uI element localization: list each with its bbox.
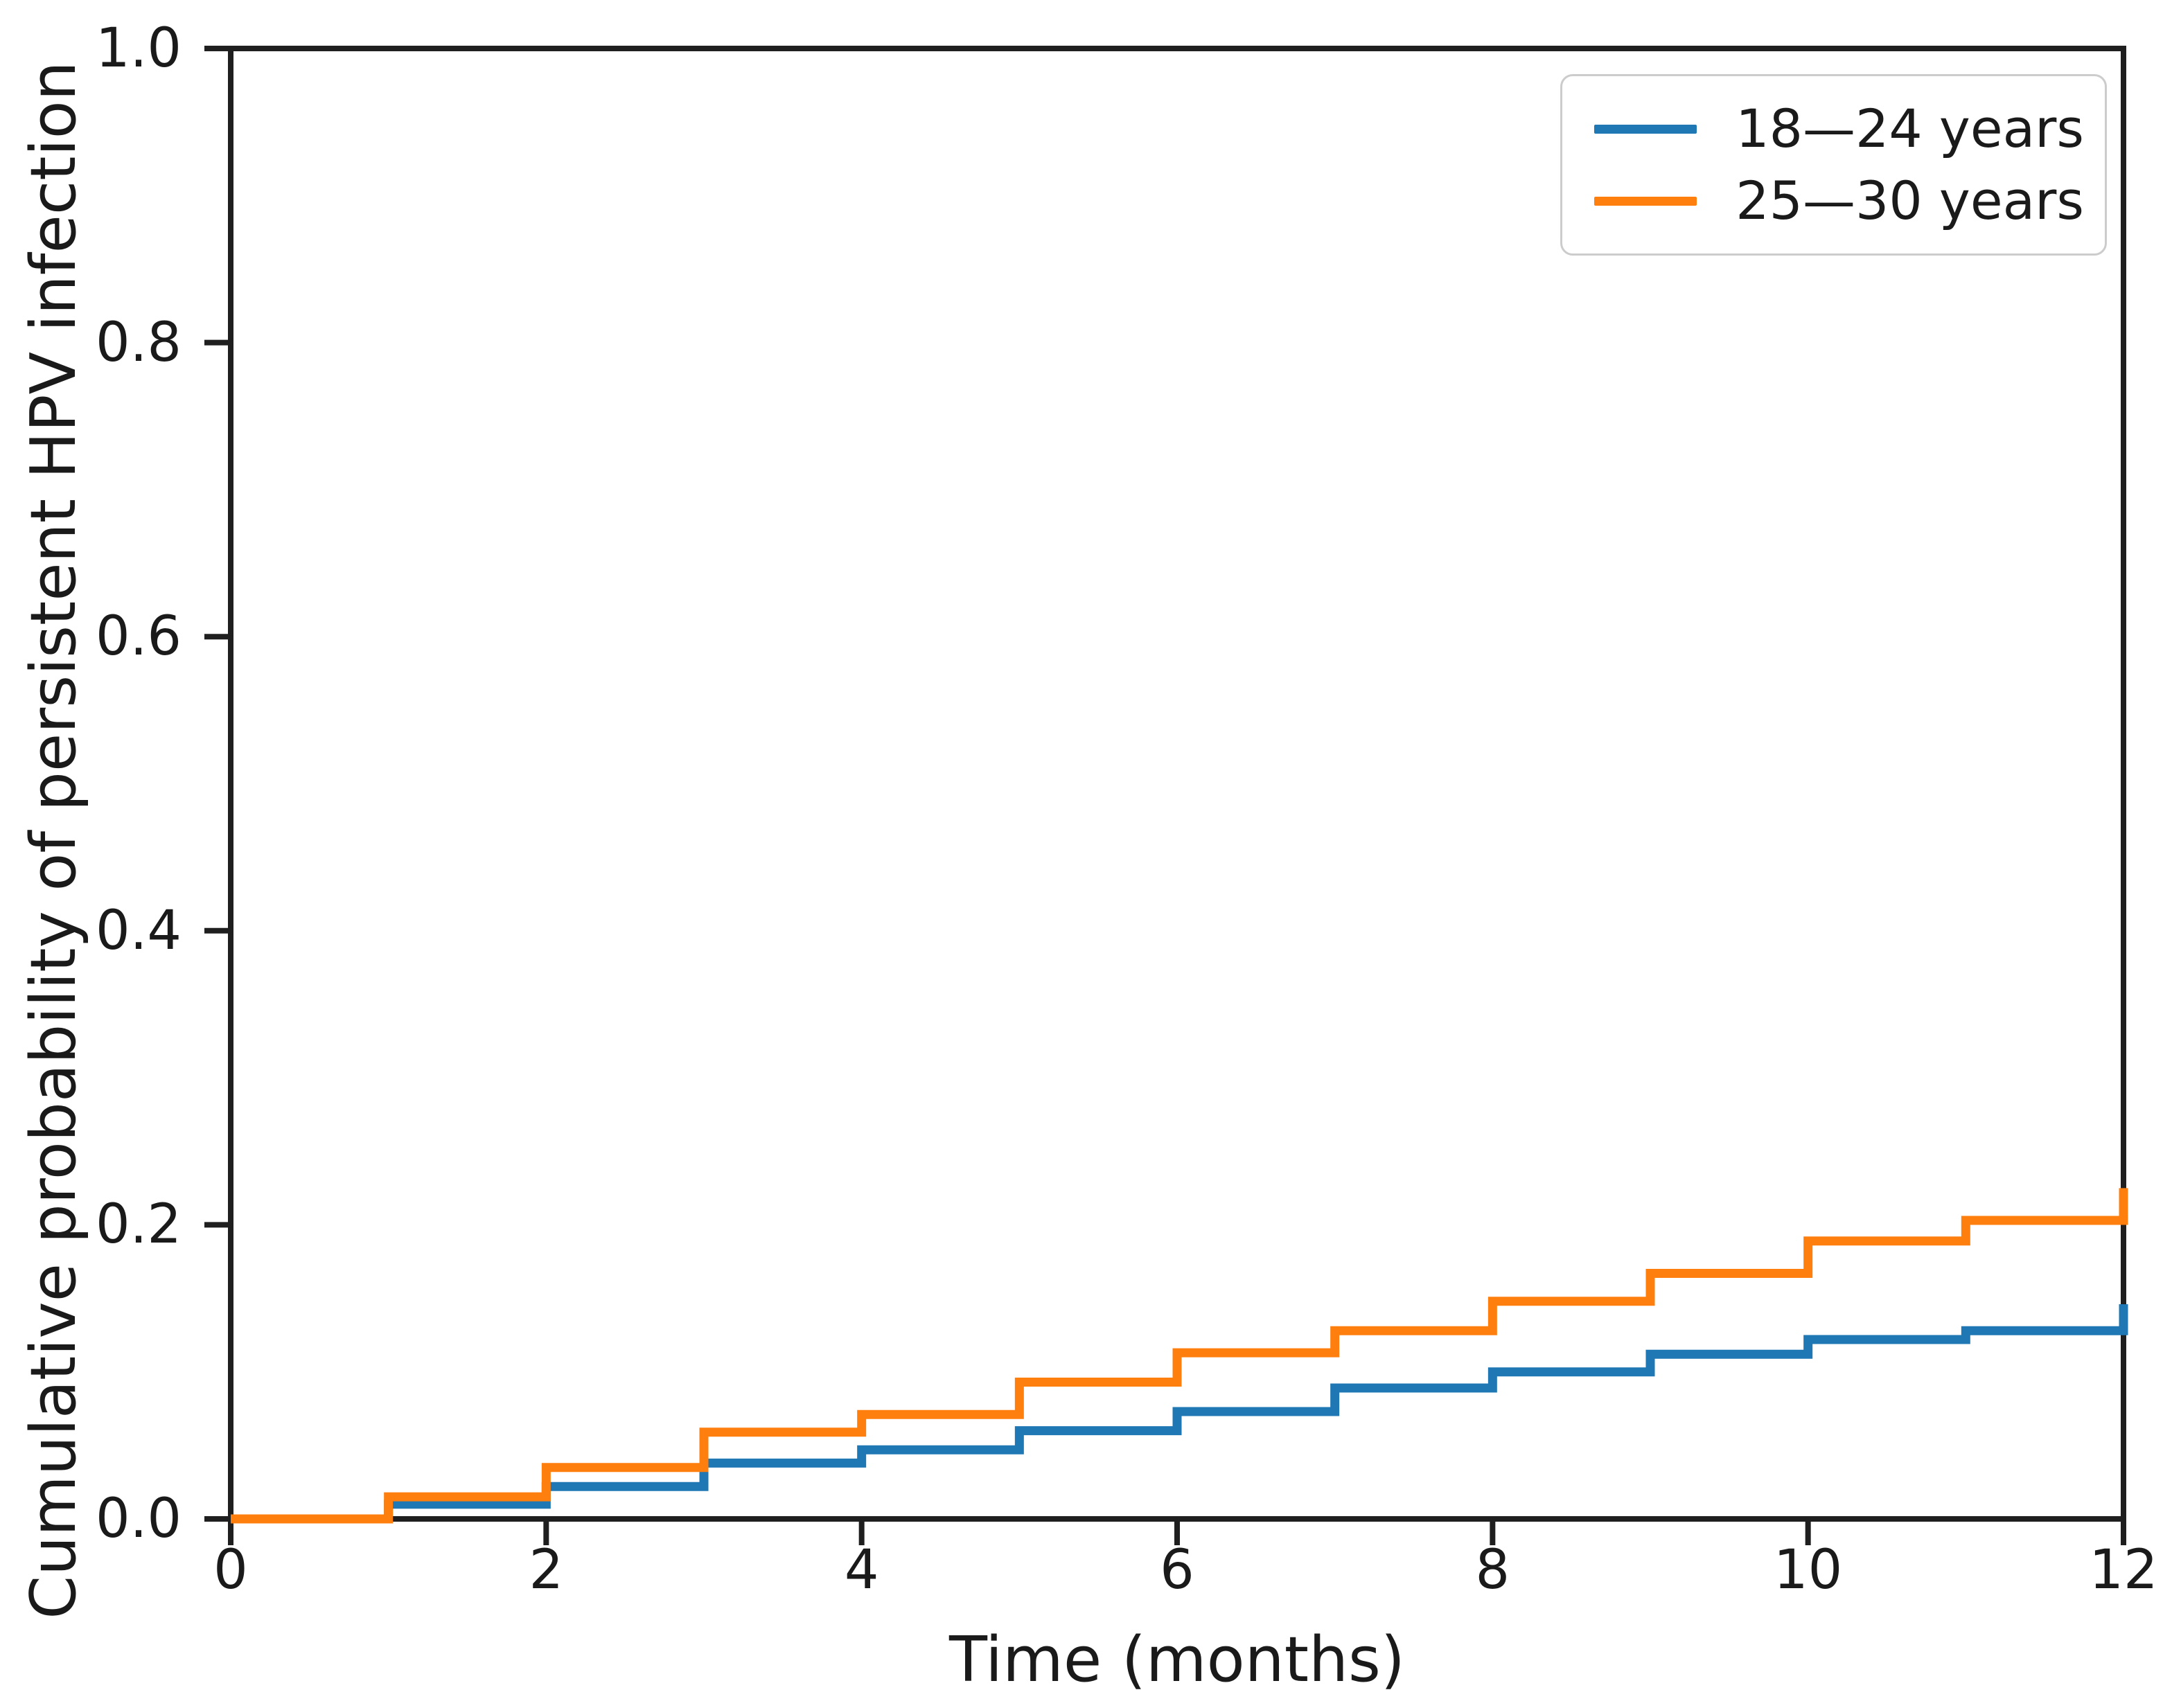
x-tick-label: 2 [529, 1539, 564, 1601]
y-tick-label: 0.2 [95, 1193, 182, 1256]
y-tick-label: 0.8 [95, 311, 182, 374]
x-axis-label: Time (months) [948, 1624, 1406, 1696]
legend-line-sample-blue [1594, 124, 1697, 134]
legend: 18—24 years 25—30 years [1560, 74, 2107, 256]
x-tick-label: 10 [1774, 1539, 1843, 1601]
legend-label: 25—30 years [1736, 170, 2084, 231]
x-tick-label: 4 [844, 1539, 879, 1601]
legend-row-25-30: 25—30 years [1594, 175, 2084, 227]
plot-border [228, 46, 2126, 1522]
x-tick-label: 8 [1475, 1539, 1510, 1601]
x-tick-label: 6 [1160, 1539, 1194, 1601]
y-tick-label: 0.6 [95, 605, 182, 668]
series-line-18-24 [231, 1304, 2128, 1524]
legend-row-18-24: 18—24 years [1594, 103, 2084, 155]
x-tick-label: 0 [213, 1539, 248, 1601]
x-tick-label: 12 [2089, 1539, 2158, 1601]
legend-line-sample-orange [1594, 196, 1697, 206]
y-tick-label: 0.4 [95, 899, 182, 962]
legend-label: 18—24 years [1736, 98, 2084, 159]
series-line-25-30 [231, 1188, 2128, 1524]
y-tick-label: 1.0 [95, 17, 182, 80]
y-tick-label: 0.0 [95, 1488, 182, 1550]
y-axis-label: Cumulative probability of persistent HPV… [17, 61, 90, 1619]
